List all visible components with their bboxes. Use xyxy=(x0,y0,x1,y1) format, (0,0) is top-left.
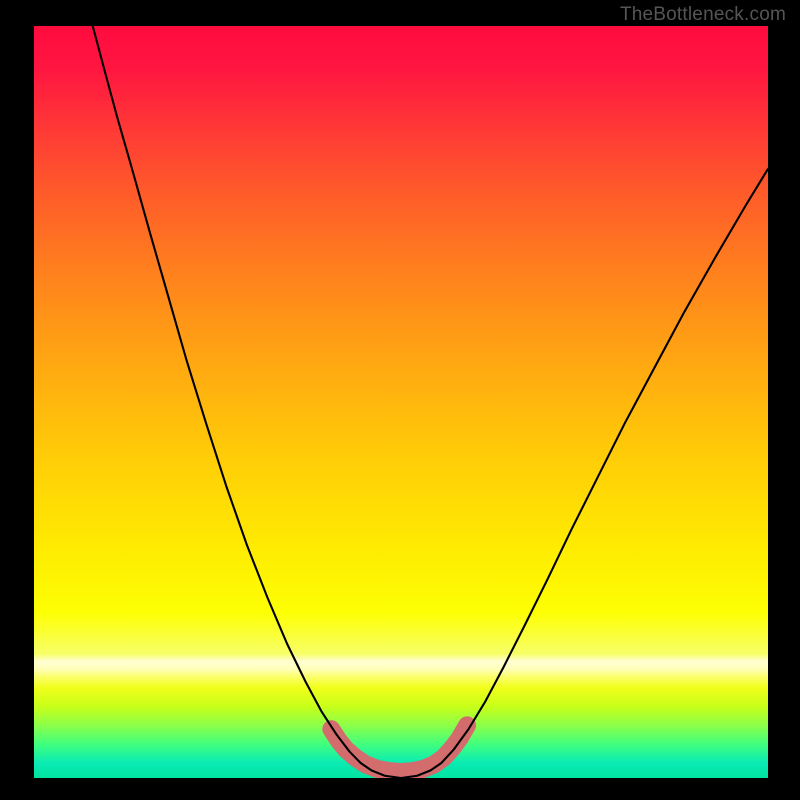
chart-curves-svg xyxy=(34,26,768,778)
chart-plot-area xyxy=(34,26,768,778)
bottleneck-curve xyxy=(93,26,768,778)
valley-highlight-curve xyxy=(331,725,467,772)
watermark-text: TheBottleneck.com xyxy=(620,4,786,26)
